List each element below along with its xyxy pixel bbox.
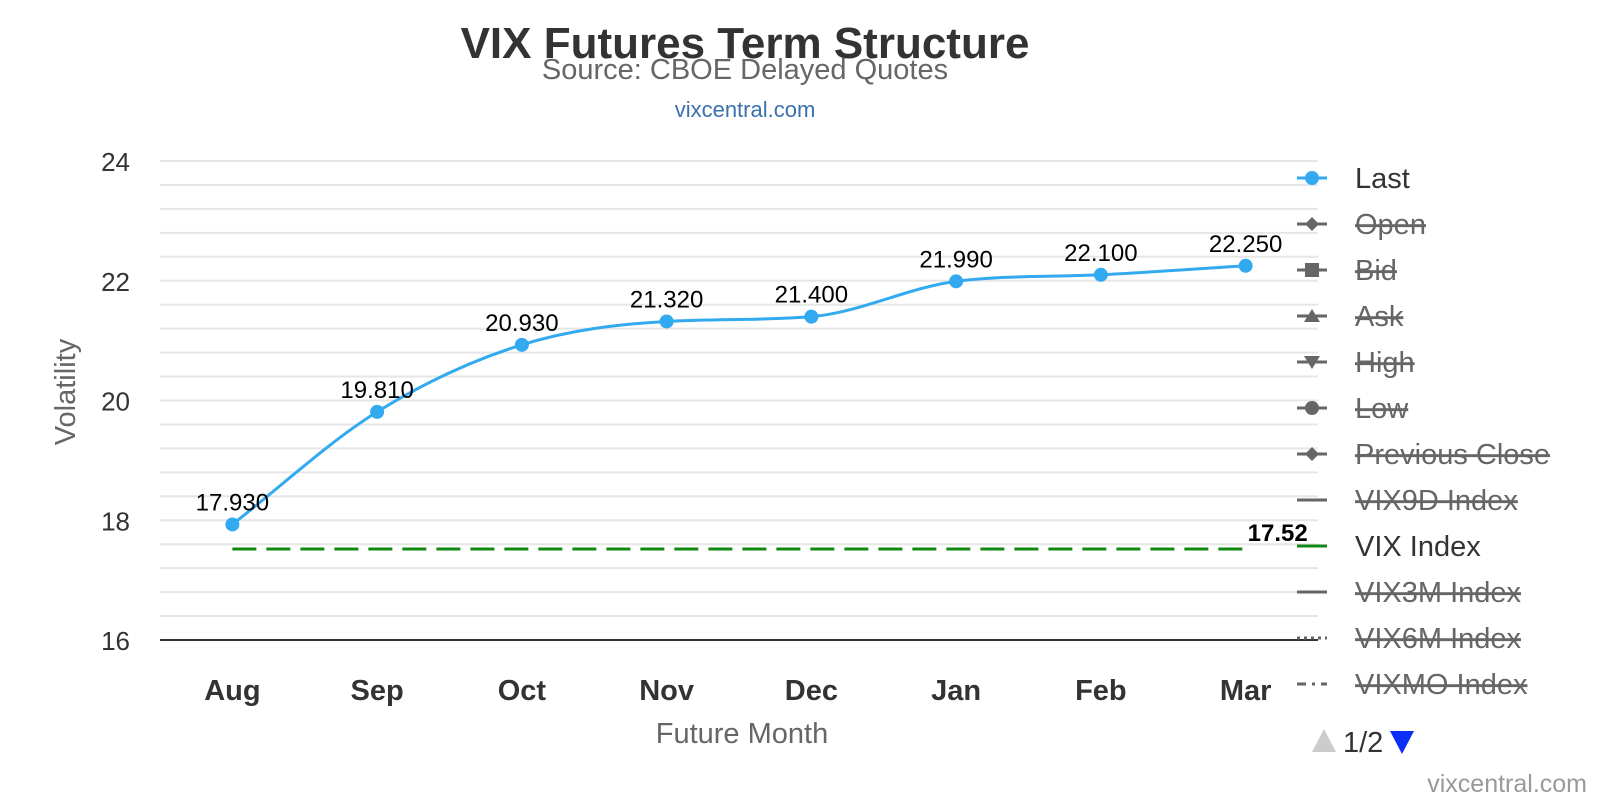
- legend-item-vix9d-index[interactable]: VIX9D Index: [1297, 485, 1518, 517]
- series-layer: [225, 258, 1253, 551]
- chart-credit[interactable]: vixcentral.com: [1427, 770, 1587, 798]
- last-data-label: 19.810: [340, 377, 413, 404]
- x-tick-label: Mar: [1220, 675, 1272, 707]
- legend-item-bid[interactable]: Bid: [1297, 255, 1397, 287]
- plot-grid: [160, 160, 1318, 618]
- legend-label[interactable]: Ask: [1355, 301, 1404, 333]
- legend-item-vix-index[interactable]: VIX Index: [1297, 531, 1481, 563]
- legend-item-last[interactable]: Last: [1297, 163, 1410, 195]
- legend-label[interactable]: Open: [1355, 209, 1426, 241]
- legend-label[interactable]: Bid: [1355, 255, 1397, 287]
- legend-pager: 1/2: [1312, 727, 1414, 759]
- legend-label[interactable]: High: [1355, 347, 1415, 379]
- x-tick-label: Oct: [498, 675, 547, 707]
- legend-item-open[interactable]: Open: [1297, 209, 1426, 241]
- legend-page-up-icon[interactable]: [1312, 729, 1336, 752]
- legend-label[interactable]: Last: [1355, 163, 1410, 195]
- x-tick-label: Jan: [931, 675, 981, 707]
- x-tick-label: Dec: [785, 675, 838, 707]
- y-tick-label: 16: [101, 626, 130, 656]
- last-data-point[interactable]: [1093, 267, 1108, 282]
- legend-diamond-icon: [1305, 217, 1319, 231]
- x-tick-label: Sep: [351, 675, 404, 707]
- last-data-label: 21.400: [775, 282, 848, 309]
- last-data-point[interactable]: [225, 517, 240, 532]
- x-tick-label: Aug: [204, 675, 260, 707]
- x-tick-label: Nov: [639, 675, 694, 707]
- last-data-label: 22.250: [1209, 231, 1282, 258]
- legend-circle-icon: [1305, 401, 1319, 415]
- data-labels: 17.52 17.930 19.810 20.930 21.320 21.400 21.99…: [196, 231, 1308, 547]
- last-data-label: 21.990: [919, 246, 992, 273]
- legend-circle-icon: [1305, 171, 1319, 185]
- source-link[interactable]: vixcentral.com: [675, 97, 816, 122]
- legend-triangle-icon: [1304, 309, 1320, 322]
- legend-item-vix6m-index[interactable]: VIX6M Index: [1297, 623, 1522, 655]
- last-data-label: 21.320: [630, 286, 703, 313]
- last-data-point[interactable]: [804, 309, 819, 324]
- chart-subtitle: Source: CBOE Delayed Quotes: [542, 54, 948, 86]
- legend-label[interactable]: VIX9D Index: [1355, 485, 1518, 517]
- legend-label[interactable]: VIXMO Index: [1355, 669, 1528, 701]
- legend: Last Open Bid Ask High Low Previous Close VIX9D…: [1297, 163, 1550, 701]
- last-data-label: 17.930: [196, 489, 269, 516]
- last-data-point[interactable]: [659, 314, 674, 329]
- legend-label[interactable]: VIX6M Index: [1355, 623, 1522, 655]
- legend-item-previous-close[interactable]: Previous Close: [1297, 439, 1550, 471]
- last-data-point[interactable]: [370, 404, 385, 419]
- legend-triangle-down-icon: [1304, 356, 1320, 369]
- last-data-point[interactable]: [949, 274, 964, 289]
- last-data-point[interactable]: [514, 337, 529, 352]
- y-tick-label: 18: [101, 506, 130, 536]
- chart-title: VIX Futures Term Structure: [461, 19, 1030, 68]
- legend-item-ask[interactable]: Ask: [1297, 301, 1404, 333]
- legend-item-high[interactable]: High: [1297, 347, 1415, 379]
- y-axis-title: Volatility: [50, 338, 82, 445]
- legend-page-down-icon[interactable]: [1390, 731, 1414, 754]
- legend-item-vixmo-index[interactable]: VIXMO Index: [1297, 669, 1528, 701]
- last-series-line: [231, 264, 1246, 526]
- vix-index-label: 17.52: [1248, 520, 1308, 547]
- legend-diamond-icon: [1305, 447, 1319, 461]
- legend-square-icon: [1305, 263, 1319, 277]
- x-tick-label: Feb: [1075, 675, 1127, 707]
- axes: 16 18 20 22 24 Aug Sep Oct Nov Dec Jan Feb Mar: [101, 147, 1318, 707]
- last-data-point[interactable]: [1238, 258, 1253, 273]
- last-data-label: 20.930: [485, 310, 558, 337]
- legend-item-low[interactable]: Low: [1297, 393, 1409, 425]
- x-axis-title: Future Month: [656, 718, 828, 750]
- legend-label[interactable]: VIX3M Index: [1355, 577, 1522, 609]
- legend-label[interactable]: Previous Close: [1355, 439, 1550, 471]
- legend-item-vix3m-index[interactable]: VIX3M Index: [1297, 577, 1522, 609]
- legend-page-indicator: 1/2: [1343, 727, 1383, 759]
- y-tick-label: 20: [101, 387, 130, 417]
- y-tick-label: 22: [101, 267, 130, 297]
- y-tick-label: 24: [101, 147, 130, 177]
- last-data-label: 22.100: [1064, 240, 1137, 267]
- legend-label[interactable]: VIX Index: [1355, 531, 1481, 563]
- legend-label[interactable]: Low: [1355, 393, 1409, 425]
